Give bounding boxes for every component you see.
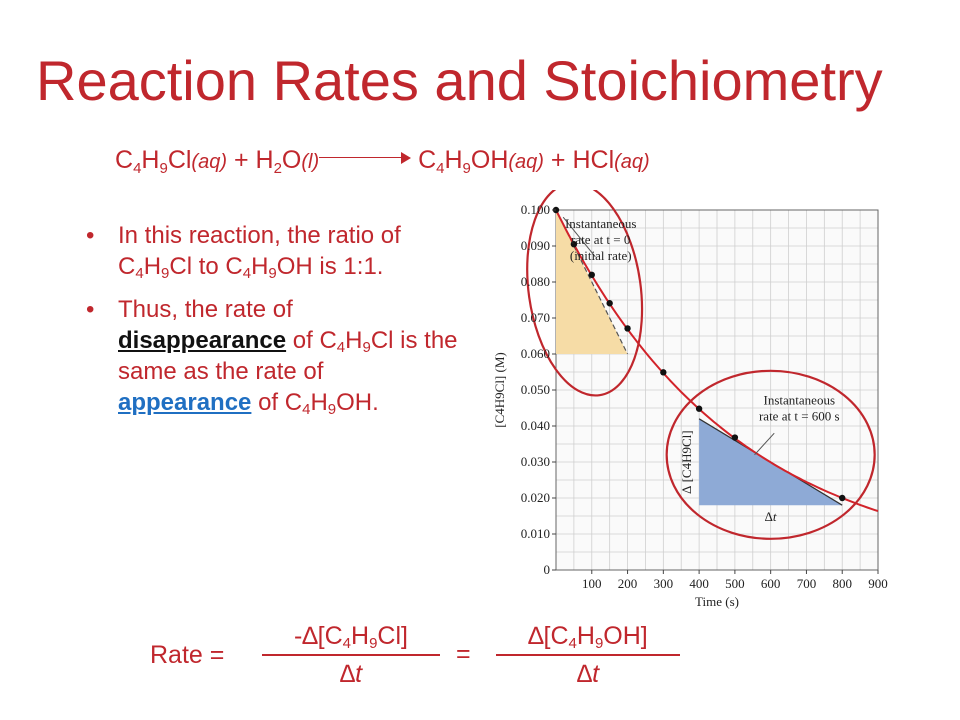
equals-sign: = xyxy=(456,640,471,668)
x-tick-label: 500 xyxy=(725,576,745,591)
initial-rate-highlight-ellipse xyxy=(526,190,644,397)
y-tick-label: 0.080 xyxy=(521,274,550,289)
annotation-later-line1: Instantaneous xyxy=(764,392,835,407)
annotation-delta-concentration: ∆ [C4H9Cl] xyxy=(679,430,694,493)
annotation-initial-line3: (initial rate) xyxy=(570,248,632,263)
rate-fraction-product: ∆[C4H9OH] ∆t xyxy=(496,620,680,690)
data-point xyxy=(695,405,703,412)
x-tick-label: 700 xyxy=(797,576,817,591)
y-tick-label: 0.040 xyxy=(521,418,550,433)
reaction-arrow-icon xyxy=(319,146,412,170)
data-point xyxy=(570,241,578,248)
x-tick-label: 600 xyxy=(761,576,781,591)
y-tick-label: 0.100 xyxy=(521,202,550,217)
data-point xyxy=(606,300,613,307)
data-point xyxy=(624,325,631,332)
data-point xyxy=(660,369,667,376)
x-tick-label: 300 xyxy=(654,576,674,591)
data-point xyxy=(588,271,595,278)
concentration-time-chart: 100 200 300 400 500 600 700 800 900 0 0.010 0.020 0.… xyxy=(492,190,888,609)
keyword-disappearance: disappearance xyxy=(118,327,287,354)
annotation-later-line2: rate at t = 600 s xyxy=(759,408,840,423)
y-tick-label: 0.050 xyxy=(521,382,550,397)
reaction-equation: C4H9Cl(aq) + H2O(l) C4H9OH(aq) + HCl(aq) xyxy=(115,146,650,177)
x-tick-label: 100 xyxy=(582,576,602,591)
y-tick-label: 0.020 xyxy=(521,490,550,505)
annotation-delta-time: ∆t xyxy=(765,509,777,524)
y-axis-label: [C4H9Cl] (M) xyxy=(492,352,507,427)
y-tick-label: 0.090 xyxy=(521,238,550,253)
x-tick-label: 900 xyxy=(868,576,888,591)
y-tick-label: 0 xyxy=(544,562,551,577)
bullet-rate: Thus, the rate of disappearance of C4H9C… xyxy=(82,294,462,418)
data-point xyxy=(731,434,739,441)
rate-label: Rate = xyxy=(150,641,225,669)
bullet-list: In this reaction, the ratio of C4H9Cl to… xyxy=(82,220,462,430)
slide-title: Reaction Rates and Stoichiometry xyxy=(36,49,883,112)
later-rate-highlight-ellipse xyxy=(665,369,876,540)
y-tick-label: 0.010 xyxy=(521,526,550,541)
rate-fraction-reactant: -∆[C4H9Cl] ∆t xyxy=(262,620,440,690)
later-callout-line xyxy=(754,432,775,456)
x-tick-label: 200 xyxy=(618,576,638,591)
bullet-ratio: In this reaction, the ratio of C4H9Cl to… xyxy=(82,220,462,282)
y-tick-label: 0.060 xyxy=(521,346,550,361)
y-tick-label: 0.070 xyxy=(521,310,550,325)
annotation-initial-line2: rate at t = 0 xyxy=(571,232,630,247)
x-axis-label: Time (s) xyxy=(695,594,739,609)
y-tick-label: 0.030 xyxy=(521,454,550,469)
keyword-appearance: appearance xyxy=(118,389,252,416)
x-tick-label: 400 xyxy=(689,576,709,591)
annotation-initial-line1: Instantaneous xyxy=(565,216,636,231)
x-tick-label: 800 xyxy=(832,576,852,591)
initial-callout-line xyxy=(562,216,596,258)
data-point xyxy=(839,494,846,502)
